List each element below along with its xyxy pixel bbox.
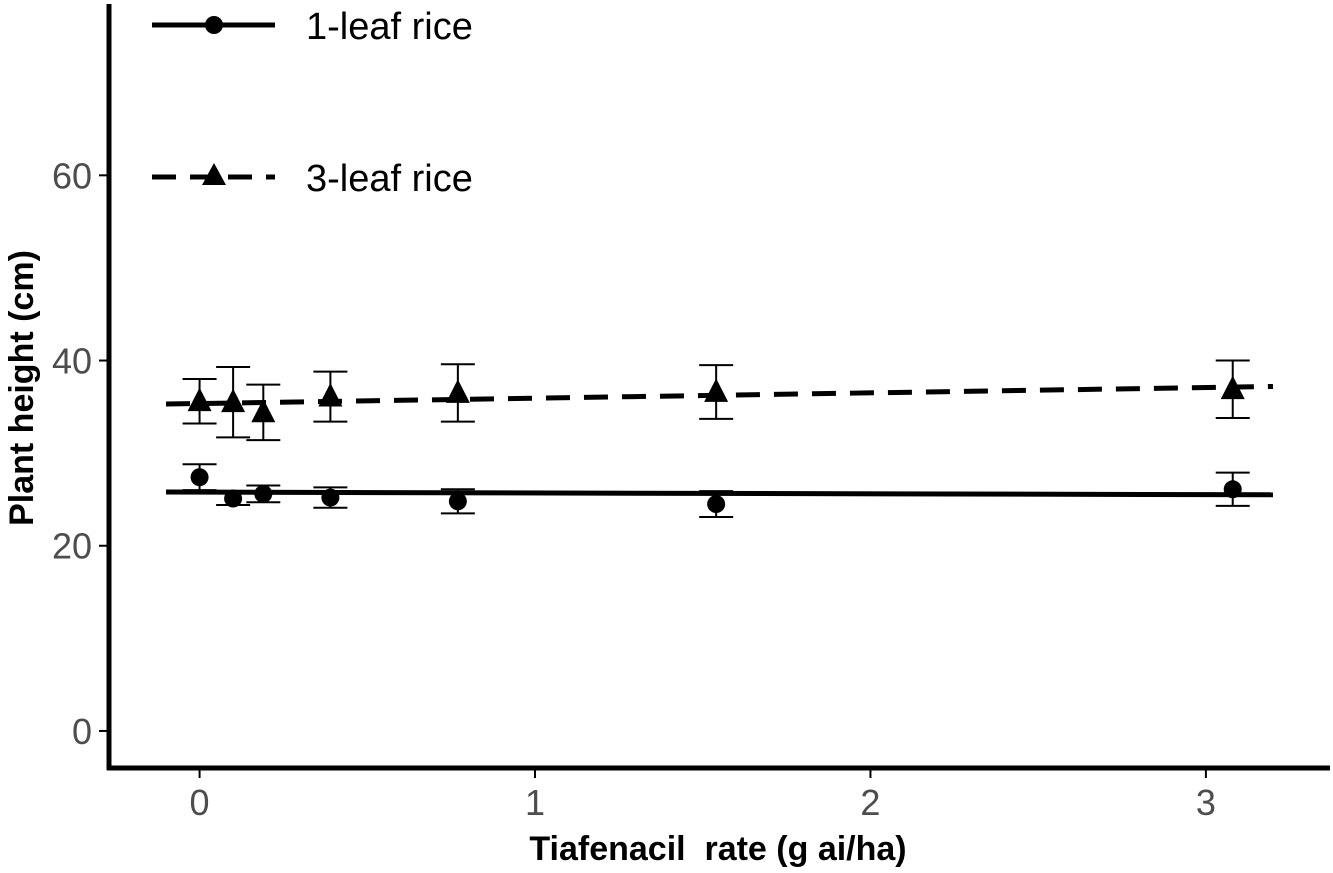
y-tick-label: 40	[52, 341, 92, 382]
x-tick-label: 1	[525, 782, 545, 823]
data-point-3-leaf-rice	[221, 388, 246, 413]
legend-triangle-marker	[202, 163, 226, 185]
data-point-1-leaf-rice	[448, 492, 467, 511]
y-axis-title: Plant height (cm)	[3, 250, 41, 526]
data-point-1-leaf-rice	[190, 468, 209, 487]
axes	[106, 4, 1330, 771]
legend-circle-marker	[205, 16, 223, 34]
ticks: 0 1 2 3 0 20 40 60	[52, 155, 1216, 823]
data-point-3-leaf-rice	[704, 378, 729, 402]
legend-label-1-leaf-rice: 1-leaf rice	[306, 6, 473, 48]
legend-item-3-leaf-rice: 3-leaf rice	[152, 158, 473, 200]
legend: 1-leaf rice 3-leaf rice	[152, 6, 473, 200]
data-point-1-leaf-rice	[321, 488, 340, 507]
y-tick-label: 20	[52, 526, 92, 567]
plot-area	[165, 359, 1274, 519]
legend-item-1-leaf-rice: 1-leaf rice	[152, 6, 473, 48]
data-point-3-leaf-rice	[318, 383, 343, 407]
data-point-1-leaf-rice	[224, 489, 243, 508]
data-point-3-leaf-rice	[1220, 375, 1245, 400]
data-point-1-leaf-rice	[707, 495, 726, 514]
fit-line-1-leaf-rice	[166, 489, 1273, 498]
data-point-3-leaf-rice	[187, 387, 212, 412]
data-point-3-leaf-rice	[251, 398, 276, 423]
x-tick-label: 3	[1196, 782, 1216, 823]
y-tick-label: 0	[72, 711, 92, 752]
legend-label-3-leaf-rice: 3-leaf rice	[306, 158, 473, 200]
x-axis-title: Tiafenacil rate (g ai/ha)	[529, 830, 906, 868]
x-tick-label: 2	[860, 782, 880, 823]
data-point-1-leaf-rice	[1223, 480, 1242, 499]
data-point-3-leaf-rice	[445, 379, 470, 403]
x-tick-label: 0	[190, 782, 210, 823]
data-point-1-leaf-rice	[254, 484, 273, 503]
y-tick-label: 60	[52, 155, 92, 196]
